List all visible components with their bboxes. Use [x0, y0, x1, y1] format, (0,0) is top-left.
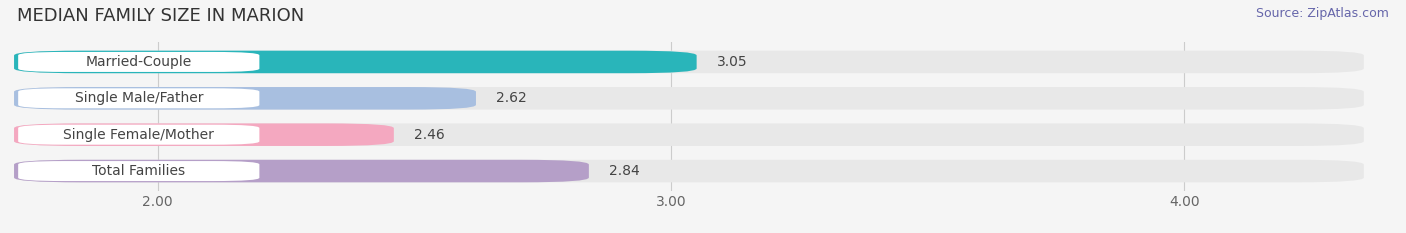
- FancyBboxPatch shape: [14, 160, 1364, 182]
- FancyBboxPatch shape: [18, 52, 259, 72]
- Text: Total Families: Total Families: [93, 164, 186, 178]
- FancyBboxPatch shape: [14, 87, 477, 110]
- Text: Source: ZipAtlas.com: Source: ZipAtlas.com: [1256, 7, 1389, 20]
- FancyBboxPatch shape: [18, 161, 259, 181]
- Text: 2.46: 2.46: [415, 128, 446, 142]
- FancyBboxPatch shape: [14, 51, 696, 73]
- Text: Single Male/Father: Single Male/Father: [75, 91, 202, 105]
- Text: 2.84: 2.84: [609, 164, 640, 178]
- FancyBboxPatch shape: [18, 88, 259, 108]
- FancyBboxPatch shape: [14, 87, 1364, 110]
- FancyBboxPatch shape: [14, 160, 589, 182]
- FancyBboxPatch shape: [14, 51, 1364, 73]
- Text: MEDIAN FAMILY SIZE IN MARION: MEDIAN FAMILY SIZE IN MARION: [17, 7, 304, 25]
- Text: Married-Couple: Married-Couple: [86, 55, 191, 69]
- FancyBboxPatch shape: [18, 125, 259, 145]
- FancyBboxPatch shape: [14, 123, 1364, 146]
- Text: 3.05: 3.05: [717, 55, 748, 69]
- Text: 2.62: 2.62: [496, 91, 527, 105]
- FancyBboxPatch shape: [14, 123, 394, 146]
- Text: Single Female/Mother: Single Female/Mother: [63, 128, 214, 142]
